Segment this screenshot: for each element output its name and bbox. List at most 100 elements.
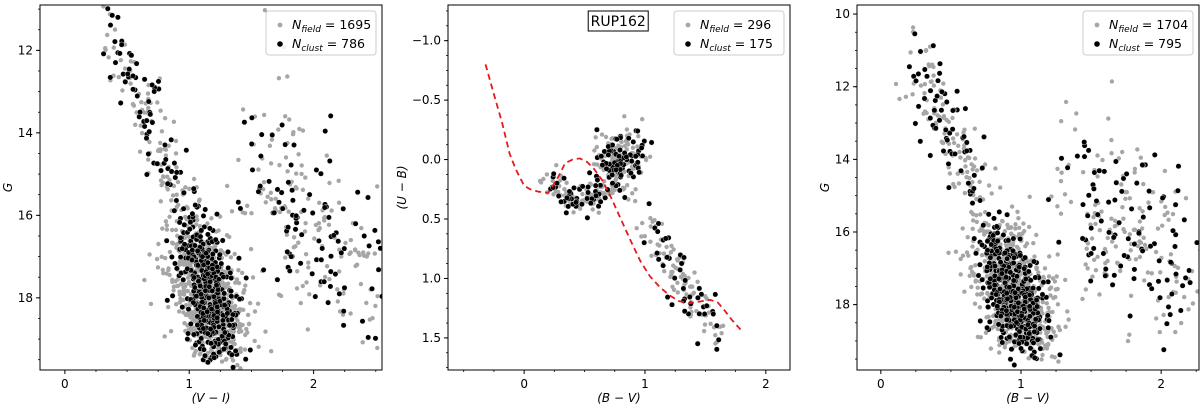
cluster-star-point	[566, 188, 573, 195]
field-star-point	[180, 289, 186, 295]
cluster-star-point	[1016, 328, 1023, 335]
cluster-star-point	[1055, 239, 1062, 246]
cluster-star-point	[1169, 291, 1175, 297]
field-star-point	[1161, 312, 1166, 318]
field-star-point	[296, 240, 301, 245]
field-star-point	[261, 112, 267, 118]
cluster-star-point	[602, 194, 609, 201]
field-star-point	[978, 292, 983, 297]
field-star-point	[691, 290, 697, 295]
cluster-star-point	[173, 265, 180, 272]
cluster-star-point	[1116, 219, 1123, 226]
field-star-point	[1109, 137, 1114, 143]
y-tick-label: 12	[835, 80, 850, 94]
cluster-star-point	[1008, 346, 1015, 353]
field-star-point	[1074, 111, 1079, 116]
field-star-point	[299, 171, 304, 177]
cluster-star-point	[1165, 303, 1172, 310]
field-star-point	[701, 328, 707, 334]
field-star-point	[1115, 260, 1120, 265]
field-star-point	[166, 267, 171, 273]
field-star-point	[232, 303, 238, 309]
field-star-point	[1109, 151, 1114, 156]
cluster-star-point	[1179, 282, 1186, 289]
cluster-star-point	[207, 326, 214, 332]
cluster-star-point	[994, 303, 1001, 310]
field-star-point	[1141, 181, 1146, 187]
cluster-star-point	[340, 322, 347, 329]
cluster-star-point	[235, 199, 242, 206]
field-star-point	[1182, 294, 1187, 300]
cluster-star-point	[209, 266, 216, 272]
cluster-star-point	[168, 168, 175, 175]
cluster-star-point	[151, 88, 158, 95]
field-star-point	[304, 280, 309, 285]
field-star-point	[236, 329, 242, 335]
field-star-point	[1054, 274, 1059, 279]
cluster-star-point	[214, 314, 221, 321]
cluster-star-point	[1010, 247, 1016, 254]
cluster-star-point	[664, 254, 670, 261]
cluster-star-point	[1026, 303, 1033, 310]
cluster-star-point	[122, 79, 129, 85]
cluster-star-point	[112, 38, 118, 45]
cluster-star-point	[594, 126, 600, 133]
field-star-point	[173, 227, 179, 233]
cluster-star-point	[1113, 158, 1119, 165]
field-star-point	[564, 180, 569, 185]
field-star-point	[1138, 240, 1144, 245]
field-star-point	[1127, 232, 1133, 237]
cluster-star-point	[1017, 334, 1024, 340]
cluster-star-point	[997, 286, 1003, 292]
cluster-star-point	[987, 254, 994, 261]
field-star-point	[361, 250, 366, 255]
field-star-point	[953, 249, 959, 254]
field-star-point	[176, 202, 181, 208]
field-star-point	[316, 221, 322, 226]
field-star-point	[1128, 248, 1133, 253]
field-star-point	[968, 266, 973, 271]
field-star-point	[657, 243, 662, 248]
cluster-star-point	[168, 136, 175, 143]
field-star-point	[242, 287, 247, 293]
field-star-point	[1122, 229, 1127, 235]
cluster-star-point	[984, 324, 990, 331]
field-star-point	[247, 300, 253, 306]
cluster-star-point	[1102, 272, 1109, 279]
field-star-point	[1034, 232, 1039, 238]
cluster-star-point	[205, 294, 212, 301]
cluster-star-point	[190, 331, 197, 338]
field-star-point	[324, 153, 329, 158]
field-star-point	[389, 265, 393, 269]
cluster-star-point	[1085, 192, 1092, 199]
field-star-point	[981, 228, 986, 233]
cluster-star-point	[609, 171, 616, 178]
field-star-point	[918, 83, 924, 88]
cluster-star-point	[979, 242, 985, 248]
cluster-star-point	[243, 275, 250, 281]
field-star-point	[1017, 225, 1022, 230]
cluster-star-point	[1014, 273, 1020, 280]
field-star-point	[1065, 309, 1070, 314]
field-star-point	[1097, 228, 1103, 233]
cluster-star-point	[564, 194, 570, 201]
field-star-point	[252, 309, 258, 314]
field-star-point	[671, 263, 676, 268]
cluster-star-point	[671, 275, 678, 281]
field-star-point	[1183, 196, 1189, 201]
field-star-point	[661, 251, 667, 256]
field-star-point	[287, 117, 292, 122]
field-star-point	[360, 340, 365, 345]
cluster-star-point	[1131, 266, 1138, 273]
field-star-point	[283, 255, 288, 260]
field-star-point	[1090, 274, 1095, 279]
cluster-star-point	[1011, 304, 1018, 310]
cluster-star-point	[1015, 286, 1022, 292]
cluster-star-point	[1113, 179, 1120, 186]
field-star-point	[671, 247, 676, 252]
cluster-star-point	[1125, 235, 1132, 242]
cluster-star-point	[977, 261, 983, 268]
cluster-star-point	[168, 254, 175, 260]
field-star-point	[675, 290, 680, 295]
